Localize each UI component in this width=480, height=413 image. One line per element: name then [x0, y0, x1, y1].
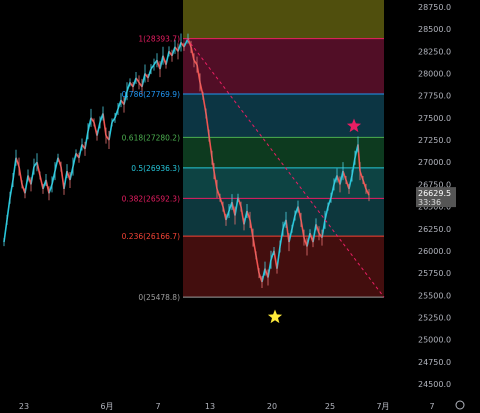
- fib-level-label: 0.5(26936.3): [131, 164, 180, 173]
- x-tick-label: 7: [155, 402, 160, 411]
- fib-trend-line: [186, 38, 385, 298]
- y-tick-label: 24750.0: [418, 358, 451, 367]
- price-series: [3, 33, 370, 288]
- last-price-value: 26629.5: [418, 189, 451, 198]
- y-tick-label: 26250.0: [418, 225, 451, 234]
- y-tick-label: 28750.0: [418, 3, 451, 12]
- last-price-countdown: 33:36: [418, 198, 441, 207]
- x-tick-label: 20: [267, 402, 277, 411]
- y-tick-label: 25750.0: [418, 269, 451, 278]
- fib-level-label: 0.618(27280.2): [122, 133, 180, 142]
- pink-star-marker: [346, 118, 362, 133]
- y-axis: 28750.0 28500.0 28250.0 28000.0 27750.0 27500…: [418, 3, 451, 389]
- fib-lines: [183, 38, 384, 298]
- y-tick-label: 25500.0: [418, 291, 451, 300]
- fib-zone: [183, 236, 384, 298]
- fib-level-label: 0.786(27769.9): [122, 90, 180, 99]
- x-tick-label: 7: [429, 402, 434, 411]
- fib-level-label: 0.382(26592.3): [122, 194, 180, 203]
- fib-zone-top: [183, 0, 384, 39]
- fib-zones: [183, 0, 384, 298]
- y-tick-label: 24500.0: [418, 380, 451, 389]
- fib-zone: [183, 93, 384, 138]
- y-tick-label: 28000.0: [418, 70, 451, 79]
- x-tick-label: 6月: [100, 402, 113, 411]
- x-tick-label: 25: [325, 402, 335, 411]
- price-segment: [183, 38, 189, 48]
- gear-icon[interactable]: [455, 400, 465, 410]
- yellow-star-marker: [267, 309, 283, 324]
- y-tick-label: 28250.0: [418, 47, 451, 56]
- y-tick-label: 27250.0: [418, 136, 451, 145]
- fib-level-label: 0.236(26166.7): [122, 232, 180, 241]
- y-tick-label: 28500.0: [418, 25, 451, 34]
- last-price-tag: 26629.533:36: [416, 187, 456, 208]
- x-axis: 23 6月 7 13 20 25 7月 7: [19, 402, 435, 411]
- y-tick-label: 25250.0: [418, 313, 451, 322]
- x-tick-label: 13: [205, 402, 215, 411]
- fib-level-label: 1(28393.7): [138, 35, 180, 44]
- y-tick-label: 26750.0: [418, 180, 451, 189]
- fib-level-label: 0(25478.8): [138, 293, 180, 302]
- x-tick-label: 23: [19, 402, 29, 411]
- fib-zone: [183, 167, 384, 199]
- fib-zone: [183, 137, 384, 168]
- fib-labels: 1(28393.7) 0.786(27769.9) 0.618(27280.2) 0.…: [122, 35, 180, 303]
- y-tick-label: 27500.0: [418, 114, 451, 123]
- x-tick-label: 7月: [376, 402, 389, 411]
- y-tick-label: 25000.0: [418, 336, 451, 345]
- y-tick-label: 27000.0: [418, 158, 451, 167]
- y-tick-label: 26000.0: [418, 247, 451, 256]
- settings-gear-icon[interactable]: [455, 400, 465, 410]
- fib-zone: [183, 38, 384, 94]
- last-price-box: [416, 187, 456, 208]
- y-tick-label: 27750.0: [418, 92, 451, 101]
